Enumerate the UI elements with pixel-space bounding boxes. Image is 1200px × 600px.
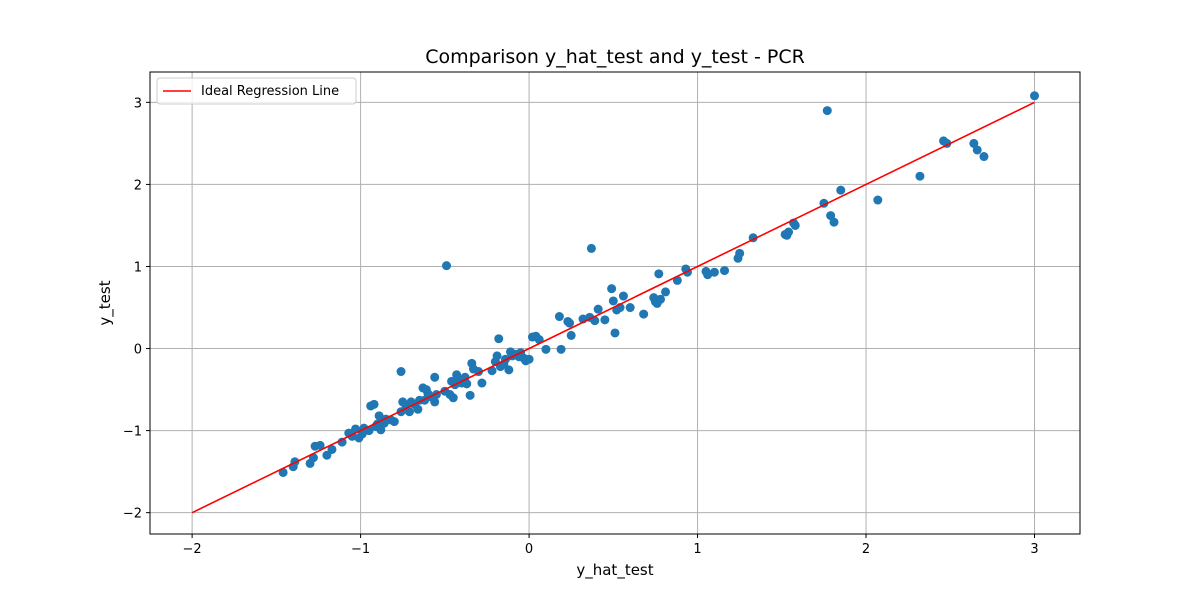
data-point <box>374 411 384 421</box>
data-point <box>784 227 794 237</box>
data-point <box>369 399 379 409</box>
data-point <box>462 379 472 389</box>
data-point <box>836 185 846 195</box>
y-tick-label: −1 <box>123 425 142 440</box>
data-point <box>492 351 502 361</box>
data-point <box>654 269 664 279</box>
data-point <box>448 393 458 403</box>
x-tick-label: 1 <box>693 542 701 557</box>
y-axis-label: y_test <box>96 280 115 325</box>
data-point <box>554 312 564 322</box>
data-point <box>556 344 566 354</box>
data-point <box>610 328 620 338</box>
data-point <box>790 220 800 230</box>
data-point <box>720 266 730 276</box>
ideal-line-layer <box>191 101 1035 514</box>
x-axis-label: y_hat_test <box>576 561 653 580</box>
x-tick-label: −2 <box>183 542 202 557</box>
data-point <box>709 267 719 277</box>
x-tick-label: 2 <box>862 542 870 557</box>
data-point <box>315 440 325 450</box>
data-point <box>607 284 617 294</box>
data-point <box>1030 91 1040 101</box>
legend-entry-label: Ideal Regression Line <box>201 84 339 99</box>
data-point <box>593 304 603 314</box>
y-tick-label: −2 <box>123 507 142 522</box>
data-point <box>822 106 832 116</box>
data-point <box>566 330 576 340</box>
data-point <box>873 195 883 205</box>
data-point <box>979 152 989 162</box>
data-point <box>625 303 635 313</box>
data-point <box>327 444 337 454</box>
x-tick-label: 3 <box>1030 542 1038 557</box>
plot-frame <box>149 71 1081 535</box>
data-point <box>404 407 414 417</box>
data-point <box>565 318 575 328</box>
data-point <box>915 171 925 181</box>
data-point <box>829 217 839 227</box>
data-point <box>389 417 399 427</box>
data-point <box>586 243 596 253</box>
chart-title: Comparison y_hat_test and y_test - PCR <box>425 46 805 68</box>
data-point <box>477 378 487 388</box>
data-point <box>541 344 551 354</box>
ideal-regression-line <box>191 101 1035 514</box>
data-point <box>442 261 452 271</box>
legend-box <box>156 77 357 105</box>
data-point <box>661 287 671 297</box>
data-point <box>735 248 745 258</box>
y-tick-label: 1 <box>134 260 142 275</box>
scatter-points <box>278 91 1040 477</box>
data-point <box>600 315 610 325</box>
data-point <box>639 309 649 319</box>
data-point <box>494 334 504 344</box>
y-tick-label: 2 <box>134 178 142 193</box>
data-point <box>618 291 628 301</box>
data-point <box>524 354 534 364</box>
data-point <box>413 404 423 414</box>
x-tick-label: 0 <box>525 542 533 557</box>
axis-ticks: −2 −1 0 1 2 3 −2 −1 0 1 2 3 <box>123 96 1039 557</box>
grid-lines <box>150 72 1080 534</box>
data-point <box>504 365 514 375</box>
x-tick-label: −1 <box>351 542 370 557</box>
y-tick-label: 0 <box>134 343 142 358</box>
y-tick-label: 3 <box>134 96 142 111</box>
data-point <box>655 294 665 304</box>
data-point <box>972 145 982 155</box>
data-point <box>608 296 618 306</box>
data-point <box>430 372 440 382</box>
legend: Ideal Regression Line <box>156 77 357 105</box>
data-point <box>396 367 406 377</box>
data-point <box>465 390 475 400</box>
data-point <box>430 397 440 407</box>
